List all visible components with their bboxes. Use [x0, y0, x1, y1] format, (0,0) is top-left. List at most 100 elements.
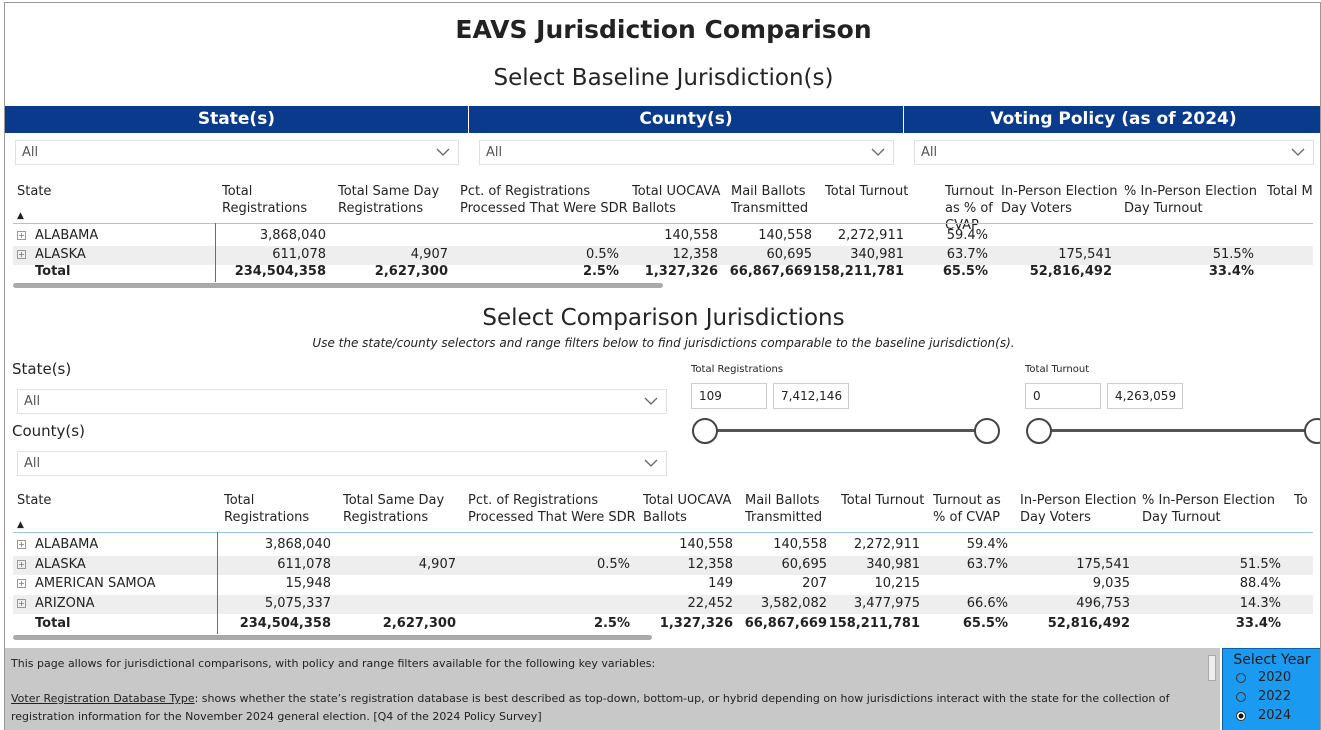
column-header: To: [1294, 493, 1308, 508]
value-cell: 3,582,082: [760, 595, 827, 611]
column-header: State: [17, 184, 52, 199]
header-rule: [13, 223, 1313, 224]
value-cell: 60,695: [766, 247, 813, 262]
section-subtitle: Use the state/county selectors and range…: [312, 336, 1015, 350]
column-header: Total Turnout: [825, 184, 909, 199]
slider-track: [1037, 429, 1317, 432]
column-header: Pct. of Registrations Processed That Wer…: [460, 184, 628, 216]
value-cell: 175,541: [1076, 556, 1130, 572]
total-cell: 2.5%: [593, 616, 630, 631]
total-cell: 33.4%: [1235, 616, 1281, 631]
scrollbar[interactable]: [13, 635, 652, 640]
radio[interactable]: [1236, 691, 1246, 702]
slider-label: Total Registrations: [691, 364, 784, 375]
total-cell: 65.5%: [942, 264, 988, 279]
filter-header: County(s): [469, 106, 904, 133]
report-canvas: EAVS Jurisdiction Comparison Select Base…: [4, 2, 1321, 730]
slider-handle[interactable]: [974, 418, 1000, 444]
year-option[interactable]: 2022: [1236, 687, 1320, 706]
year-option[interactable]: 2024: [1236, 706, 1320, 725]
expand-icon[interactable]: +: [17, 231, 26, 240]
column-divider: [215, 223, 216, 282]
value-cell: 15,948: [285, 576, 332, 592]
slider-handle[interactable]: [1304, 418, 1320, 444]
value-cell: 59.4%: [966, 537, 1008, 552]
description-panel: This page allows for jurisdictional comp…: [5, 648, 1220, 730]
slider-handle[interactable]: [1026, 418, 1052, 444]
filter-label: County(s): [12, 422, 85, 440]
expand-icon[interactable]: +: [17, 250, 26, 259]
total-label: Total: [35, 616, 71, 631]
sort-arrow: ▲: [17, 520, 24, 530]
total-cell: 52,816,492: [1047, 616, 1130, 631]
slider-track: [703, 429, 987, 432]
value-cell: 611,078: [277, 556, 331, 572]
value-cell: 10,215: [874, 576, 921, 592]
value-cell: 9,035: [1092, 576, 1130, 592]
filter-header: Voting Policy (as of 2024): [904, 106, 1320, 133]
description-intro: This page allows for jurisdictional comp…: [11, 657, 656, 670]
slider-min[interactable]: 0: [1025, 383, 1101, 409]
slider-max[interactable]: 4,263,059: [1107, 383, 1183, 409]
column-header: Total Same Day Registrations: [338, 184, 440, 216]
value-cell: 340,981: [850, 247, 904, 262]
filter-label: State(s): [12, 360, 72, 378]
year-label: 2022: [1258, 689, 1292, 704]
dropdown[interactable]: All: [17, 451, 667, 476]
radio[interactable]: [1236, 710, 1246, 721]
expand-icon[interactable]: +: [17, 579, 26, 589]
slider-min[interactable]: 109: [691, 383, 767, 409]
value-cell: 12,358: [687, 556, 734, 572]
dropdown[interactable]: All: [479, 140, 894, 165]
value-cell: 4,907: [410, 247, 448, 262]
slider-handle[interactable]: [692, 418, 718, 444]
year-selector-title: Select Year: [1233, 652, 1311, 668]
total-cell: 1,327,326: [659, 616, 733, 631]
expand-icon[interactable]: +: [17, 540, 26, 549]
value-cell: 140,558: [758, 228, 812, 243]
value-cell: 3,477,975: [853, 595, 920, 611]
column-header: Mail Ballots Transmitted: [731, 184, 809, 216]
radio[interactable]: [1236, 672, 1246, 683]
chevron: [644, 397, 658, 405]
term: Voter Registration Database Type: [11, 692, 195, 705]
state-cell: ALASKA: [35, 556, 86, 572]
value-cell: 340,981: [866, 556, 920, 572]
total-cell: 234,504,358: [234, 264, 326, 279]
value-cell: 22,452: [687, 595, 734, 611]
row-band: [13, 246, 1313, 265]
value-cell: 207: [802, 576, 827, 592]
column-header: Total Registrations: [222, 184, 308, 216]
dropdown[interactable]: All: [914, 140, 1314, 165]
value-cell: 59.4%: [946, 228, 988, 243]
column-header: In-Person Election Day Voters: [1020, 493, 1137, 525]
value-cell: 175,541: [1058, 247, 1112, 262]
column-divider: [217, 532, 218, 634]
scroll-thumb[interactable]: [1208, 655, 1216, 681]
value-cell: 2,272,911: [837, 228, 904, 243]
total-cell: 2,627,300: [382, 616, 456, 631]
dropdown[interactable]: All: [15, 140, 459, 165]
column-header: Total UOCAVA Ballots: [632, 184, 721, 216]
expand-icon[interactable]: +: [17, 559, 26, 569]
value-cell: 0.5%: [585, 247, 619, 262]
scrollbar[interactable]: [13, 283, 663, 288]
total-cell: 52,816,492: [1029, 264, 1112, 279]
sort-arrow: ▲: [17, 211, 24, 221]
dropdown[interactable]: All: [17, 389, 667, 414]
column-header: Total Turnout: [841, 493, 925, 508]
slider-max[interactable]: 7,412,146: [773, 383, 849, 409]
column-header: % In-Person Election Day Turnout: [1142, 493, 1275, 525]
column-header: Total Same Day Registrations: [343, 493, 445, 525]
value-cell: 3,868,040: [264, 537, 331, 552]
page-title: EAVS Jurisdiction Comparison: [455, 15, 872, 44]
total-cell: 234,504,358: [239, 616, 331, 631]
expand-icon[interactable]: +: [17, 598, 26, 608]
row-band: [13, 555, 1313, 576]
value-cell: 51.5%: [1239, 556, 1281, 572]
value-cell: 4,907: [418, 556, 456, 572]
value-cell: 60,695: [781, 556, 828, 572]
chevron: [871, 148, 885, 156]
year-option[interactable]: 2020: [1236, 668, 1320, 687]
